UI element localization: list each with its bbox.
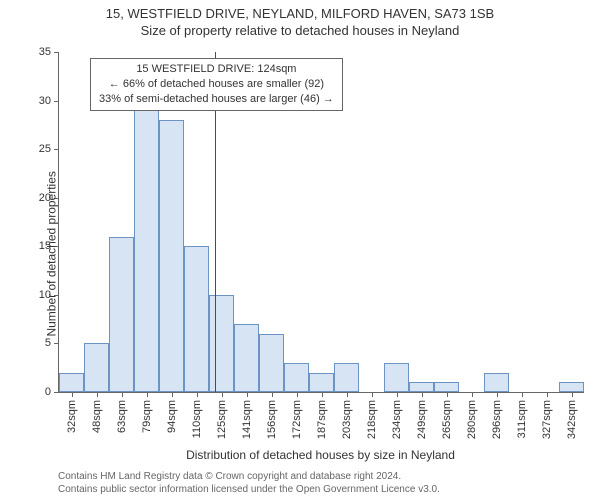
x-tick-mark: [247, 392, 248, 397]
x-tick-mark: [222, 392, 223, 397]
histogram-bar: [234, 324, 259, 392]
title-address: 15, WESTFIELD DRIVE, NEYLAND, MILFORD HA…: [0, 0, 600, 21]
histogram-bar: [309, 373, 334, 392]
x-tick-mark: [572, 392, 573, 397]
footer-line-1: Contains HM Land Registry data © Crown c…: [58, 470, 440, 483]
x-tick: 110sqm: [191, 400, 203, 438]
x-tick-mark: [272, 392, 273, 397]
histogram-bar: [159, 120, 184, 392]
x-tick: 296sqm: [491, 400, 503, 439]
x-tick-mark: [322, 392, 323, 397]
y-tick: 0: [45, 386, 59, 398]
x-tick-mark: [422, 392, 423, 397]
x-tick-mark: [522, 392, 523, 397]
x-tick: 342sqm: [566, 400, 578, 439]
x-tick-mark: [197, 392, 198, 397]
footer-attribution: Contains HM Land Registry data © Crown c…: [58, 470, 440, 496]
x-tick-mark: [497, 392, 498, 397]
histogram-bar: [59, 373, 84, 392]
x-tick-mark: [147, 392, 148, 397]
x-tick-mark: [547, 392, 548, 397]
x-tick: 218sqm: [366, 400, 378, 439]
x-tick: 94sqm: [166, 400, 178, 433]
x-tick: 234sqm: [391, 400, 403, 439]
histogram-bar: [484, 373, 509, 392]
histogram-bar: [284, 363, 309, 392]
x-tick: 79sqm: [141, 400, 153, 433]
chart-container: 15, WESTFIELD DRIVE, NEYLAND, MILFORD HA…: [0, 0, 600, 500]
x-tick: 280sqm: [466, 400, 478, 439]
callout-line-1: 15 WESTFIELD DRIVE: 124sqm: [99, 62, 334, 77]
histogram-bar: [134, 110, 159, 392]
x-tick-mark: [297, 392, 298, 397]
y-axis-label: Number of detached properties: [45, 171, 59, 336]
x-tick: 63sqm: [116, 400, 128, 433]
x-tick: 172sqm: [291, 400, 303, 439]
x-tick-mark: [172, 392, 173, 397]
x-tick: 32sqm: [66, 400, 78, 433]
histogram-bar: [334, 363, 359, 392]
y-tick: 35: [39, 46, 59, 58]
histogram-bar: [384, 363, 409, 392]
histogram-bar: [409, 382, 434, 392]
x-tick: 249sqm: [416, 400, 428, 439]
x-tick: 156sqm: [266, 400, 278, 439]
title-subtitle: Size of property relative to detached ho…: [0, 21, 600, 38]
x-tick-mark: [397, 392, 398, 397]
x-tick-mark: [372, 392, 373, 397]
x-tick: 327sqm: [541, 400, 553, 439]
histogram-bar: [109, 237, 134, 392]
y-tick: 25: [39, 143, 59, 155]
x-tick-mark: [347, 392, 348, 397]
histogram-bar: [434, 382, 459, 392]
x-tick: 125sqm: [216, 400, 228, 439]
histogram-bar: [559, 382, 584, 392]
histogram-bar: [184, 246, 209, 392]
x-tick-mark: [472, 392, 473, 397]
x-tick: 141sqm: [241, 400, 253, 439]
x-axis-label: Distribution of detached houses by size …: [58, 448, 583, 462]
property-callout: 15 WESTFIELD DRIVE: 124sqm ← 66% of deta…: [90, 58, 343, 111]
callout-line-3: 33% of semi-detached houses are larger (…: [99, 92, 334, 107]
x-tick: 187sqm: [316, 400, 328, 439]
footer-line-2: Contains public sector information licen…: [58, 483, 440, 496]
y-tick: 30: [39, 95, 59, 107]
x-tick-mark: [72, 392, 73, 397]
callout-line-2: ← 66% of detached houses are smaller (92…: [99, 77, 334, 92]
x-tick: 48sqm: [91, 400, 103, 433]
x-tick-mark: [122, 392, 123, 397]
y-tick: 5: [45, 337, 59, 349]
x-tick-mark: [447, 392, 448, 397]
histogram-bar: [259, 334, 284, 392]
x-tick: 265sqm: [441, 400, 453, 439]
histogram-bar: [209, 295, 234, 392]
x-tick-mark: [97, 392, 98, 397]
x-tick: 311sqm: [516, 400, 528, 438]
x-tick: 203sqm: [341, 400, 353, 439]
histogram-bar: [84, 343, 109, 392]
